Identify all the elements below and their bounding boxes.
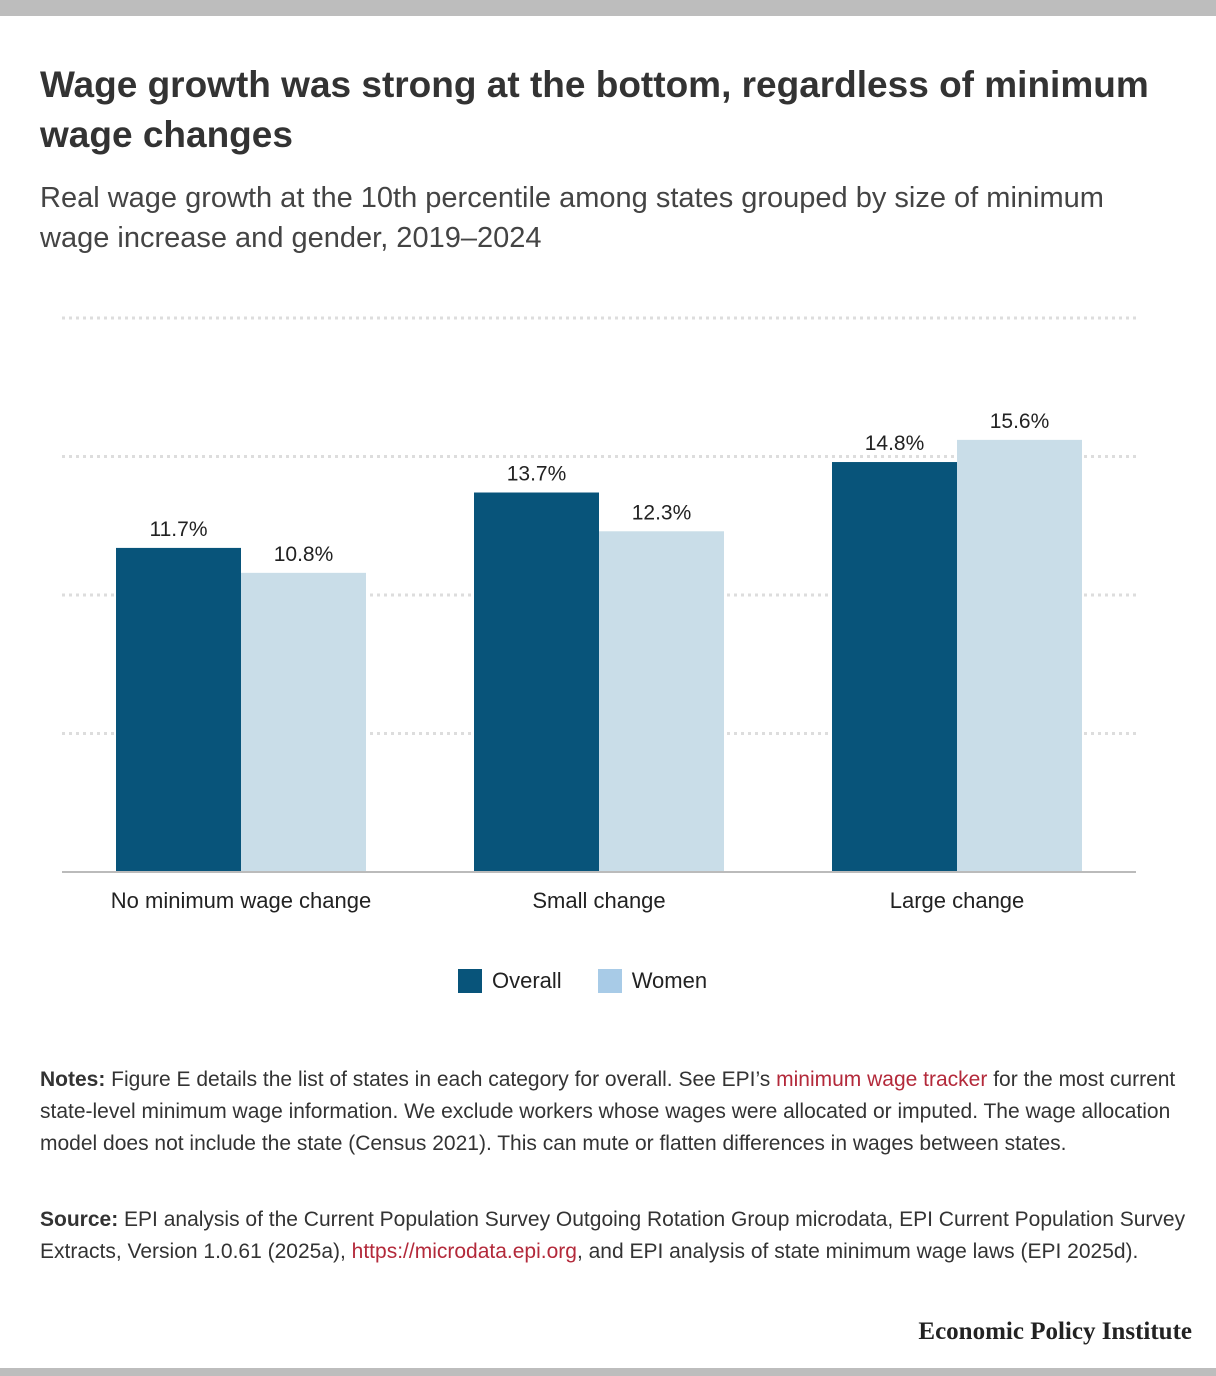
bar-overall	[116, 547, 241, 872]
data-label: 10.8%	[274, 543, 334, 566]
data-label: 11.7%	[150, 518, 208, 541]
notes-text-2: for the most current state-level minimum…	[40, 1068, 1176, 1155]
notes: Notes: Figure E details the list of stat…	[40, 1064, 1190, 1160]
bar-overall	[474, 492, 599, 872]
data-label: 15.6%	[990, 410, 1050, 433]
legend-swatch-overall	[458, 969, 482, 993]
source-text-1: EPI analysis of the Current Population S…	[40, 1208, 1186, 1263]
chart-legend: Overall Women	[458, 964, 743, 998]
epi-logo: Economic Policy Institute	[918, 1318, 1192, 1345]
data-label: 13.7%	[507, 463, 567, 486]
category-label: Small change	[532, 888, 665, 913]
legend-item-overall: Overall	[458, 968, 562, 994]
microdata-link[interactable]: https://microdata.epi.org	[351, 1240, 577, 1263]
legend-swatch-women	[597, 969, 622, 993]
minimum-wage-tracker-link[interactable]: minimum wage tracker	[776, 1068, 988, 1091]
bar-women	[957, 439, 1082, 872]
source-text-2: , and EPI analysis of state minimum wage…	[576, 1240, 1139, 1263]
source: Source: EPI analysis of the Current Popu…	[40, 1204, 1190, 1268]
bar-chart: 11.7% 10.8% No minimum wage change 13.7% 12.…	[62, 316, 1136, 913]
bar-women	[599, 531, 724, 872]
top-border	[0, 0, 1216, 16]
chart-subtitle: Real wage growth at the 10th percentile …	[40, 182, 1104, 254]
chart-title: Wage growth was strong at the bottom, re…	[40, 64, 1149, 155]
data-label: 12.3%	[632, 501, 692, 524]
source-label: Source:	[40, 1208, 119, 1231]
legend-label-overall: Overall	[492, 968, 562, 993]
bar-women	[241, 572, 366, 872]
legend-label-women: Women	[631, 968, 708, 993]
notes-label: Notes:	[40, 1068, 106, 1091]
category-label: Large change	[890, 888, 1025, 913]
legend-item-women: Women	[597, 968, 708, 994]
bottom-border	[0, 1368, 1216, 1376]
data-label: 14.8%	[865, 432, 925, 455]
bar-overall	[832, 462, 957, 872]
category-label: No minimum wage change	[111, 888, 371, 913]
notes-text-1: Figure E details the list of states in e…	[105, 1068, 777, 1091]
